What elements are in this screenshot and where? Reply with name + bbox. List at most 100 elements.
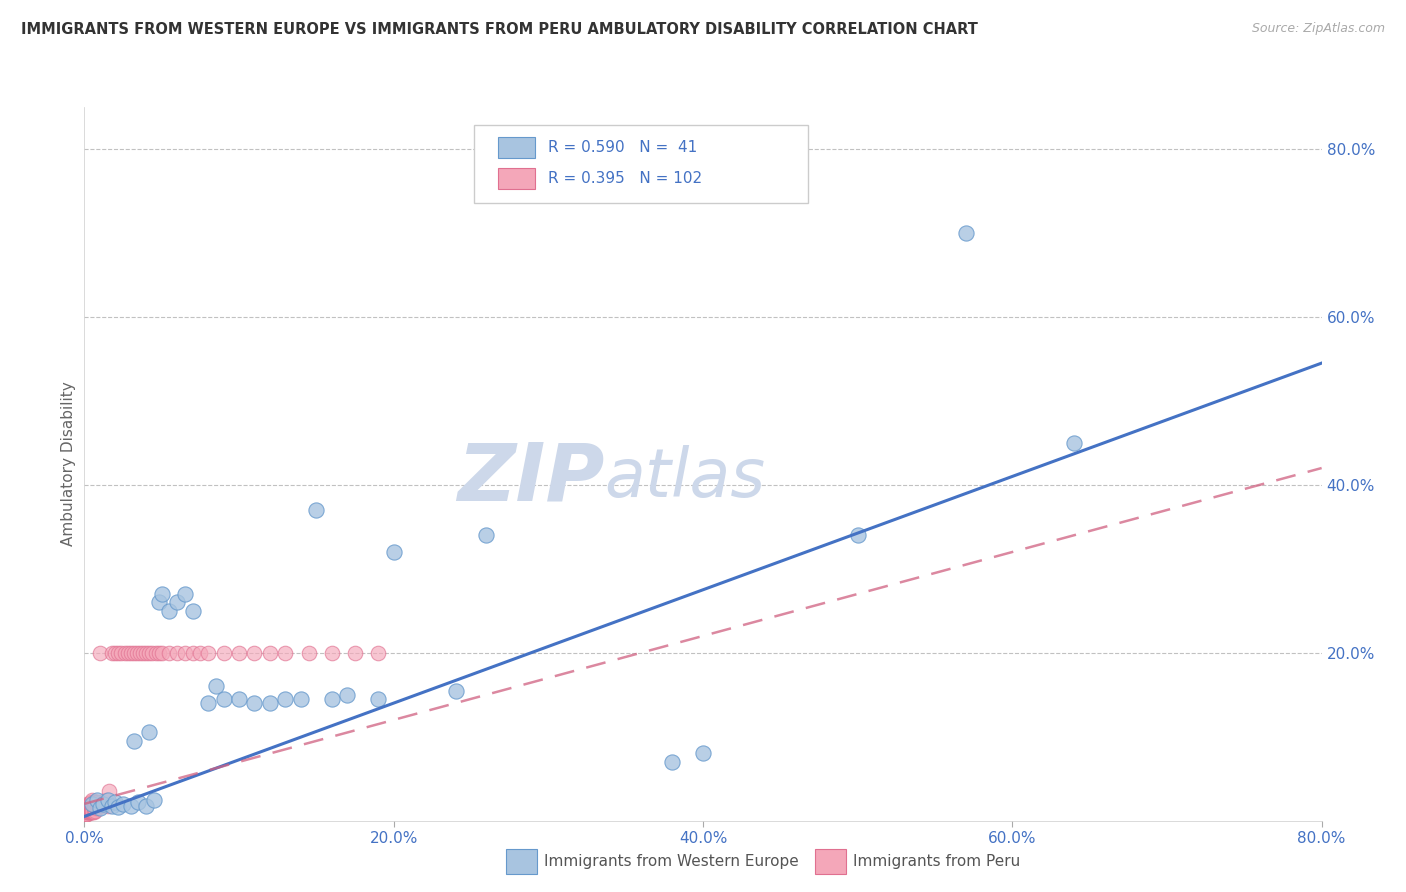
Point: [274, 646, 297, 660]
Point: [125, 646, 148, 660]
Point: [75, 805, 97, 820]
Point: [120, 646, 142, 660]
Point: [122, 646, 145, 660]
Point: [181, 604, 204, 618]
Point: [79, 805, 101, 820]
Y-axis label: Ambulatory Disability: Ambulatory Disability: [60, 382, 76, 546]
Text: ZIP: ZIP: [457, 439, 605, 517]
Point: [79, 804, 101, 818]
Point: [83, 805, 105, 820]
Point: [77, 801, 100, 815]
Point: [145, 646, 167, 660]
Point: [79, 795, 101, 809]
Point: [91, 798, 114, 813]
Point: [75, 804, 97, 818]
Point: [75, 801, 97, 815]
Point: [86, 798, 108, 813]
Point: [321, 646, 343, 660]
Point: [166, 595, 188, 609]
Point: [79, 798, 101, 813]
Text: R = 0.590   N =  41: R = 0.590 N = 41: [548, 140, 697, 155]
Point: [135, 798, 157, 813]
Point: [243, 696, 266, 710]
Point: [82, 801, 104, 815]
Point: [228, 646, 250, 660]
Point: [120, 798, 142, 813]
Point: [82, 795, 104, 809]
Point: [75, 806, 97, 821]
Point: [107, 800, 129, 814]
Point: [93, 795, 115, 809]
Point: [661, 755, 683, 769]
Point: [76, 801, 98, 815]
Point: [77, 805, 100, 820]
Point: [104, 795, 127, 809]
Point: [129, 646, 152, 660]
Point: [166, 646, 188, 660]
Point: [75, 805, 97, 820]
Point: [174, 587, 197, 601]
Point: [382, 545, 405, 559]
Point: [259, 646, 281, 660]
Point: [79, 798, 101, 813]
Point: [77, 804, 100, 818]
Point: [107, 646, 129, 660]
Point: [89, 646, 111, 660]
Point: [79, 804, 101, 818]
Point: [344, 646, 367, 660]
Point: [79, 801, 101, 815]
Point: [114, 646, 136, 660]
Point: [367, 646, 389, 660]
Point: [298, 646, 321, 660]
Bar: [498, 168, 534, 189]
Point: [846, 528, 869, 542]
Point: [77, 797, 100, 811]
Point: [274, 692, 297, 706]
Point: [87, 795, 110, 809]
Point: [83, 801, 105, 815]
Point: [76, 806, 98, 821]
Point: [75, 805, 97, 820]
Point: [82, 804, 104, 818]
Point: [159, 646, 181, 660]
Point: [305, 503, 328, 517]
Point: [138, 725, 160, 739]
Point: [76, 805, 98, 820]
Point: [79, 801, 101, 815]
Point: [82, 801, 104, 815]
Point: [159, 604, 181, 618]
Text: Immigrants from Western Europe: Immigrants from Western Europe: [544, 855, 799, 869]
Bar: [498, 137, 534, 159]
Point: [76, 798, 98, 813]
Point: [75, 804, 97, 818]
Point: [110, 646, 132, 660]
Point: [259, 696, 281, 710]
Point: [132, 646, 155, 660]
Point: [112, 797, 135, 811]
Point: [90, 795, 112, 809]
Point: [75, 804, 97, 818]
Point: [336, 688, 359, 702]
Point: [475, 528, 498, 542]
Point: [77, 798, 100, 813]
Point: [290, 692, 312, 706]
Point: [122, 734, 145, 748]
Point: [86, 792, 108, 806]
Point: [148, 595, 170, 609]
Point: [82, 792, 104, 806]
Point: [444, 683, 467, 698]
Point: [94, 792, 117, 806]
Point: [692, 747, 714, 761]
Point: [101, 798, 124, 813]
Point: [79, 805, 101, 820]
Point: [138, 646, 160, 660]
Point: [76, 804, 98, 818]
Text: atlas: atlas: [605, 445, 765, 511]
Point: [76, 805, 98, 820]
Point: [87, 798, 110, 813]
Point: [117, 646, 139, 660]
Point: [228, 692, 250, 706]
Point: [141, 646, 163, 660]
Point: [243, 646, 266, 660]
Text: R = 0.395   N = 102: R = 0.395 N = 102: [548, 171, 703, 186]
